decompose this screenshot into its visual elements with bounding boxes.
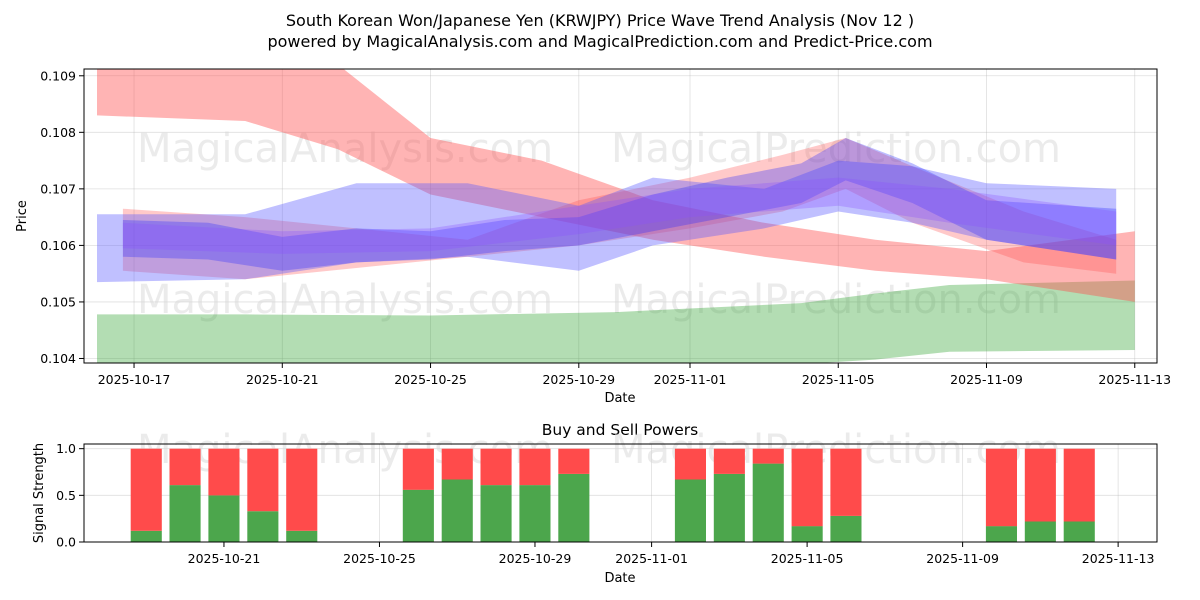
price-plot-frame bbox=[83, 68, 1158, 364]
price-bands bbox=[97, 69, 1135, 363]
sell-power-bar bbox=[519, 448, 551, 486]
buy-power-bar bbox=[441, 479, 473, 542]
signal-x-tick-label: 2025-10-25 bbox=[343, 551, 416, 566]
chart-subtitle: powered by MagicalAnalysis.com and Magic… bbox=[267, 32, 932, 51]
buy-power-bar bbox=[752, 463, 784, 542]
signal-x-tick-label: 2025-11-05 bbox=[771, 551, 844, 566]
price-grid bbox=[84, 69, 1157, 363]
buy-power-bar bbox=[247, 511, 279, 542]
price-watermarks: MagicalAnalysis.com MagicalPrediction.co… bbox=[137, 126, 1061, 323]
price-y-tick-label: 0.108 bbox=[40, 125, 76, 140]
signal-y-ticks: 0.0 0.5 1.0 bbox=[56, 441, 84, 550]
signal-x-axis-label: Date bbox=[604, 571, 635, 586]
buy-power-bar bbox=[791, 526, 823, 542]
sell-power-bar bbox=[402, 448, 434, 490]
price-y-tick-label: 0.105 bbox=[40, 294, 76, 309]
signal-title: Buy and Sell Powers bbox=[542, 421, 699, 439]
buy-power-bar bbox=[480, 485, 512, 542]
sell-power-bar bbox=[480, 448, 512, 486]
sell-power-bar bbox=[985, 448, 1017, 527]
price-y-tick-label: 0.109 bbox=[40, 68, 76, 83]
price-x-tick-label: 2025-11-09 bbox=[950, 372, 1023, 387]
buy-power-bar bbox=[286, 530, 318, 542]
price-x-tick-label: 2025-11-01 bbox=[654, 372, 727, 387]
watermark-prediction-mid: MagicalPrediction.com bbox=[611, 277, 1061, 323]
signal-x-tick-label: 2025-11-13 bbox=[1082, 551, 1155, 566]
watermark-analysis-mid: MagicalAnalysis.com bbox=[137, 277, 553, 323]
watermark-prediction-top: MagicalPrediction.com bbox=[611, 126, 1061, 172]
price-x-tick-label: 2025-10-29 bbox=[542, 372, 615, 387]
sell-power-bar bbox=[752, 448, 784, 464]
price-x-tick-label: 2025-11-05 bbox=[802, 372, 875, 387]
sell-power-bar bbox=[286, 448, 318, 531]
signal-plot-frame bbox=[83, 443, 1158, 543]
signal-x-tick-label: 2025-10-21 bbox=[188, 551, 261, 566]
buy-power-bar bbox=[1063, 521, 1095, 542]
signal-x-tick-label: 2025-11-09 bbox=[926, 551, 999, 566]
buy-power-bar bbox=[130, 530, 162, 542]
sell-power-bar bbox=[558, 448, 590, 474]
sell-power-bar bbox=[130, 448, 162, 531]
signal-y-axis-label: Signal Strength bbox=[32, 443, 47, 543]
green-lower-band bbox=[97, 280, 1135, 363]
buy-power-bar bbox=[1024, 521, 1056, 542]
watermark-analysis-top: MagicalAnalysis.com bbox=[137, 126, 553, 172]
signal-x-tick-label: 2025-10-29 bbox=[499, 551, 572, 566]
purple-trend-band bbox=[122, 177, 1117, 254]
price-y-ticks: 0.104 0.105 0.106 0.107 0.108 0.109 bbox=[40, 68, 84, 366]
buy-power-bar bbox=[169, 485, 201, 542]
buy-power-bar bbox=[558, 473, 590, 542]
buy-power-bar bbox=[519, 485, 551, 542]
price-x-ticks: 2025-10-17 2025-10-21 2025-10-25 2025-10-29… bbox=[98, 363, 1171, 387]
blue-main-band bbox=[97, 160, 1117, 283]
price-panel: MagicalAnalysis.com MagicalPrediction.co… bbox=[15, 68, 1171, 406]
sell-power-bar bbox=[830, 448, 862, 516]
signal-x-tick-label: 2025-11-01 bbox=[615, 551, 688, 566]
buy-power-bar bbox=[985, 526, 1017, 542]
sell-power-bar bbox=[1024, 448, 1056, 522]
price-y-tick-label: 0.104 bbox=[40, 351, 76, 366]
price-y-axis-label: Price bbox=[15, 200, 30, 232]
price-y-tick-label: 0.107 bbox=[40, 181, 76, 196]
sell-power-bar bbox=[1063, 448, 1095, 522]
buy-power-bar bbox=[208, 495, 240, 542]
price-y-tick-label: 0.106 bbox=[40, 238, 76, 253]
sell-power-bar bbox=[441, 448, 473, 480]
red-middle-band bbox=[122, 138, 1117, 280]
buy-power-bar bbox=[830, 515, 862, 542]
sell-power-bar bbox=[791, 448, 823, 527]
signal-panel: Buy and Sell Powers MagicalAnalysis.com … bbox=[32, 421, 1158, 586]
red-upper-band bbox=[97, 69, 1135, 302]
price-x-tick-label: 2025-10-17 bbox=[98, 372, 171, 387]
sell-power-bar bbox=[247, 448, 279, 512]
price-x-tick-label: 2025-11-13 bbox=[1098, 372, 1171, 387]
signal-y-tick-label: 0.0 bbox=[56, 535, 76, 550]
buy-power-bar bbox=[713, 473, 745, 542]
buy-power-bar bbox=[402, 489, 434, 542]
signal-y-tick-label: 1.0 bbox=[56, 441, 76, 456]
sell-power-bar bbox=[169, 448, 201, 486]
signal-bars bbox=[130, 448, 1095, 542]
chart-title: South Korean Won/Japanese Yen (KRWJPY) P… bbox=[286, 11, 914, 30]
signal-x-ticks: 2025-10-21 2025-10-25 2025-10-29 2025-11-01… bbox=[188, 542, 1155, 566]
sell-power-bar bbox=[208, 448, 240, 496]
price-x-tick-label: 2025-10-25 bbox=[394, 372, 467, 387]
blue-inner-band bbox=[122, 138, 1117, 271]
signal-y-tick-label: 0.5 bbox=[56, 488, 76, 503]
price-x-tick-label: 2025-10-21 bbox=[246, 372, 319, 387]
buy-power-bar bbox=[674, 479, 706, 542]
sell-power-bar bbox=[713, 448, 745, 474]
sell-power-bar bbox=[674, 448, 706, 480]
price-x-axis-label: Date bbox=[604, 391, 635, 406]
